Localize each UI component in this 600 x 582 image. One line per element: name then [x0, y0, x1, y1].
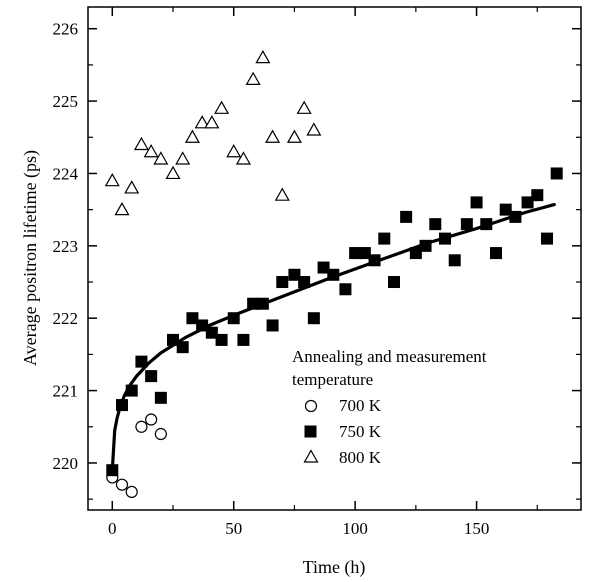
point-750k — [490, 247, 502, 260]
point-800k — [165, 165, 181, 180]
point-750k — [266, 319, 279, 332]
y-tick-label: 220 — [53, 454, 79, 473]
x-tick-label: 50 — [225, 519, 242, 538]
legend-label-800k: 800 K — [339, 448, 382, 467]
point-800k — [204, 115, 220, 129]
point-750k — [298, 276, 311, 289]
point-750k — [550, 167, 563, 180]
point-800k — [235, 151, 251, 165]
point-750k — [339, 283, 352, 296]
point-750k — [154, 391, 167, 404]
point-750k — [176, 341, 189, 354]
point-750k — [256, 297, 269, 310]
legend: Annealing and measurement temperature 70… — [292, 347, 487, 467]
point-750k — [521, 196, 534, 209]
point-750k — [509, 210, 522, 223]
y-tick-label: 225 — [53, 92, 79, 111]
point-750k — [378, 232, 391, 245]
point-800k — [114, 201, 130, 216]
plot-frame — [87, 6, 582, 511]
point-750k — [400, 210, 413, 223]
axis-ticks: 0 50 100 150 220 221 222 223 224 225 226 — [53, 7, 581, 538]
point-750k — [448, 254, 461, 267]
x-tick-label: 100 — [342, 519, 368, 538]
point-750k — [276, 276, 289, 289]
point-750k — [237, 333, 250, 346]
point-700k — [115, 478, 129, 491]
point-800k — [255, 49, 271, 64]
y-tick-label: 224 — [53, 164, 79, 183]
point-750k — [388, 276, 400, 289]
y-tick-label: 223 — [53, 237, 79, 256]
point-700k — [154, 427, 167, 441]
point-800k — [124, 180, 140, 194]
point-800k — [104, 172, 120, 187]
point-750k — [196, 319, 209, 332]
point-750k — [429, 218, 442, 231]
legend-label-750k: 750 K — [339, 422, 382, 441]
x-axis-label: Time (h) — [303, 557, 366, 578]
point-750k — [116, 399, 128, 412]
point-750k — [460, 218, 473, 231]
y-tick-label: 221 — [53, 382, 79, 401]
point-750k — [541, 232, 553, 245]
point-750k — [358, 247, 371, 260]
point-750k — [125, 384, 138, 397]
legend-marker-750k — [304, 425, 317, 438]
point-750k — [186, 312, 199, 325]
point-750k — [419, 239, 432, 252]
point-750k — [145, 370, 158, 383]
y-tick-label: 226 — [53, 20, 79, 39]
point-700k — [125, 485, 138, 499]
point-700k — [135, 420, 148, 433]
point-750k — [439, 232, 451, 245]
point-800k — [296, 100, 312, 114]
point-800k — [245, 71, 261, 85]
point-800k — [184, 129, 200, 143]
point-800k — [194, 115, 210, 129]
point-750k — [227, 312, 240, 325]
legend-title-line2: temperature — [292, 370, 373, 389]
data-points-layer — [104, 49, 563, 499]
point-800k — [175, 151, 191, 165]
point-750k — [480, 218, 493, 231]
point-750k — [499, 203, 512, 216]
point-800k — [286, 129, 302, 143]
point-750k — [368, 254, 381, 267]
legend-label-700k: 700 K — [339, 396, 382, 415]
point-800k — [133, 136, 149, 151]
point-750k — [106, 464, 119, 477]
x-tick-label: 0 — [108, 519, 117, 538]
legend-title-line1: Annealing and measurement — [292, 347, 487, 366]
point-750k — [167, 333, 179, 346]
point-800k — [265, 129, 281, 143]
point-750k — [470, 196, 483, 209]
point-750k — [205, 326, 218, 339]
point-800k — [226, 144, 242, 158]
y-axis-label: Average positron lifetime (ps) — [20, 150, 41, 366]
point-800k — [214, 100, 230, 114]
point-750k — [215, 333, 228, 346]
point-750k — [349, 247, 362, 260]
point-750k — [531, 189, 544, 202]
point-800k — [306, 122, 322, 136]
point-750k — [317, 261, 330, 274]
legend-marker-700k — [304, 399, 318, 413]
x-tick-label: 150 — [464, 519, 490, 538]
point-750k — [327, 268, 340, 281]
point-800k — [143, 144, 159, 158]
point-800k — [153, 151, 169, 165]
point-750k — [135, 355, 148, 368]
legend-marker-800k — [303, 449, 319, 463]
y-tick-label: 222 — [53, 309, 79, 328]
point-750k — [247, 297, 260, 310]
point-750k — [307, 312, 320, 325]
point-800k — [274, 187, 290, 201]
point-750k — [409, 247, 422, 260]
point-750k — [288, 268, 301, 281]
point-700k — [145, 413, 158, 426]
